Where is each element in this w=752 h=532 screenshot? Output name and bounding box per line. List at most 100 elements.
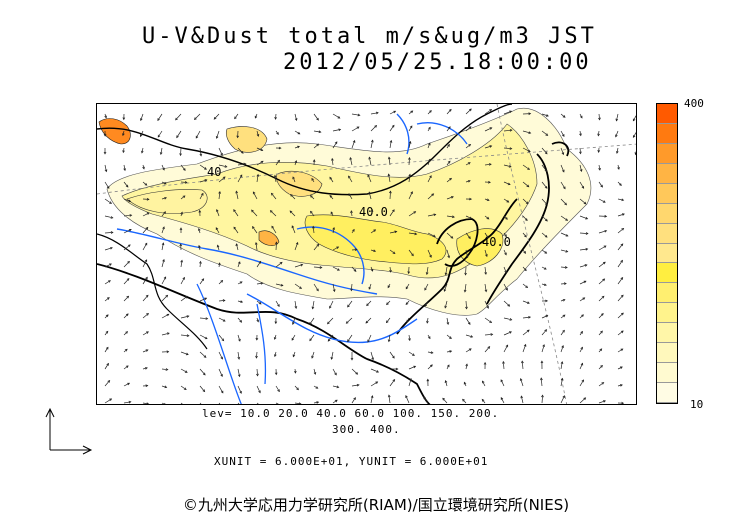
wind-arrow: [522, 130, 531, 134]
wind-arrowhead: [193, 117, 197, 121]
wind-arrow: [275, 300, 280, 307]
wind-arrow: [332, 399, 338, 404]
wind-arrow: [598, 278, 605, 285]
wind-arrowhead: [110, 216, 114, 219]
wind-arrow: [579, 379, 584, 387]
wind-arrow: [617, 348, 623, 353]
wind-arrowhead: [373, 249, 377, 253]
wind-arrowhead: [450, 196, 454, 199]
wind-arrowhead: [527, 301, 530, 304]
wind-arrow: [500, 379, 505, 387]
wind-arrowhead: [544, 251, 548, 254]
wind-arrowhead: [370, 208, 374, 212]
colorbar-band: [657, 303, 677, 324]
wind-arrowhead: [483, 361, 487, 365]
wind-arrowhead: [252, 191, 256, 195]
wind-arrow: [484, 109, 492, 115]
wind-arrowhead: [204, 336, 208, 340]
wind-arrow: [218, 164, 227, 168]
wind-arrow: [598, 313, 604, 319]
wind-arrowhead: [201, 192, 204, 196]
unit-info: XUNIT = 6.000E+01, YUNIT = 6.000E+01: [214, 455, 489, 468]
wind-arrowhead: [128, 229, 132, 232]
wind-arrowhead: [603, 400, 606, 403]
wind-arrowhead: [580, 362, 584, 366]
wind-arrow: [332, 129, 341, 132]
wind-arrowhead: [316, 288, 319, 292]
wind-arrow: [180, 315, 189, 319]
wind-arrow: [560, 181, 566, 189]
wind-arrowhead: [164, 196, 167, 200]
wind-arrow: [104, 314, 109, 319]
wind-arrowhead: [144, 183, 148, 186]
river-1: [116, 228, 378, 295]
wind-arrowhead: [600, 364, 603, 368]
wind-arrowhead: [525, 285, 529, 289]
wind-arrow: [313, 266, 322, 268]
wind-arrowhead: [408, 338, 411, 342]
wind-arrow: [275, 402, 279, 404]
wind-arrow: [180, 385, 187, 390]
wind-arrowhead: [368, 191, 371, 195]
wind-arrow: [216, 209, 220, 217]
wind-arrow: [503, 215, 508, 220]
wind-arrowhead: [560, 377, 564, 381]
wind-arrowhead: [198, 244, 201, 248]
wind-arrow: [579, 248, 588, 251]
wind-arrowhead: [409, 125, 413, 129]
wind-arrowhead: [258, 390, 261, 394]
wind-arrow: [218, 368, 223, 377]
wind-arrow: [389, 209, 395, 217]
wind-arrowhead: [411, 253, 414, 257]
wind-arrowhead: [602, 278, 606, 282]
wind-arrow: [465, 334, 473, 338]
wind-arrow: [180, 296, 188, 302]
wind-arrow: [579, 130, 582, 136]
wind-arrow: [617, 213, 625, 217]
dust-area-strong-west: [126, 189, 208, 214]
wind-arrowhead: [122, 150, 125, 154]
wind-arrowhead: [179, 153, 182, 157]
map-timestamp: 2012/05/25.18:00:00: [283, 50, 592, 75]
wind-arrowhead: [299, 286, 303, 289]
wind-arrowhead: [269, 210, 273, 213]
wind-arrow: [617, 260, 623, 268]
wind-arrowhead: [204, 297, 208, 301]
wind-arrow: [484, 215, 490, 220]
wind-arrow: [294, 283, 302, 289]
wind-arrow: [579, 314, 584, 319]
wind-arrowhead: [185, 352, 189, 356]
wind-arrowhead: [485, 254, 488, 258]
colorbar-band: [657, 223, 677, 244]
wind-arrow: [388, 395, 391, 404]
wind-arrowhead: [563, 186, 566, 190]
wind-arrowhead: [164, 402, 166, 404]
wind-arrowhead: [353, 397, 356, 400]
wind-arrow: [446, 109, 452, 115]
wind-arrow: [560, 249, 568, 253]
wind-arrowhead: [145, 294, 149, 298]
wind-arrow: [617, 228, 624, 234]
wind-arrowhead: [486, 235, 489, 239]
axis-y-arrowhead: [45, 407, 55, 418]
wind-arrow: [123, 278, 130, 285]
wind-arrowhead: [145, 226, 149, 230]
wind-arrow: [443, 283, 448, 292]
wind-arrowhead: [506, 200, 510, 203]
wind-arrow: [408, 334, 411, 341]
wind-arrow: [427, 351, 433, 354]
wind-arrow: [123, 198, 131, 202]
wind-arrowhead: [294, 306, 298, 310]
wind-arrow: [104, 297, 110, 302]
wind-arrow: [142, 313, 149, 319]
wind-arrow: [218, 147, 223, 156]
wind-arrowhead: [424, 304, 428, 307]
wind-arrowhead: [290, 193, 293, 197]
wind-arrow: [405, 283, 410, 289]
wind-arrowhead: [236, 135, 240, 139]
wind-arrowhead: [255, 337, 259, 341]
wind-arrow: [104, 198, 112, 204]
wind-arrowhead: [427, 142, 431, 146]
wind-arrowhead: [329, 176, 333, 180]
wind-arrowhead: [602, 261, 606, 265]
